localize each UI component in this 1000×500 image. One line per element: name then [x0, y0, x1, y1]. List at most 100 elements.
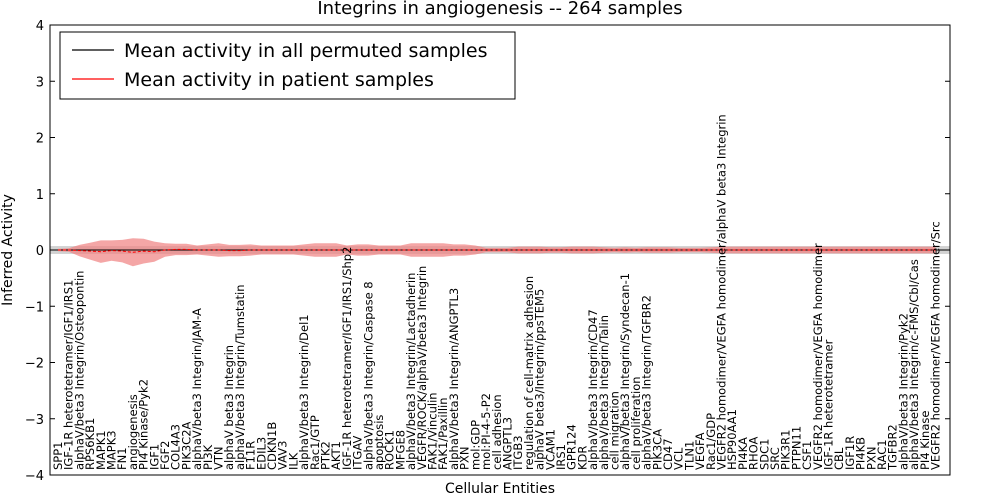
- entity-label: mol:GDP: [468, 420, 482, 470]
- entity-label: EDIL3: [254, 437, 268, 470]
- entity-label: RAC1: [875, 439, 889, 470]
- entity-label: cell adhesion: [490, 394, 504, 470]
- entity-label: angiogenesis: [126, 394, 140, 470]
- entity-label: IGF1R: [843, 436, 857, 470]
- entity-label: alphaV/beta3 Integrin/Tumstatin: [233, 285, 247, 470]
- y-tick-label: 1: [36, 188, 44, 203]
- legend-label-permuted: Mean activity in all permuted samples: [124, 40, 487, 62]
- entity-label: regulation of cell-matrix adhesion: [522, 276, 536, 470]
- entity-label: IGF1: [147, 444, 161, 470]
- entity-label: CBL: [832, 447, 846, 470]
- entity-label: PI3K: [201, 444, 215, 470]
- entity-label: PIK3CA: [650, 429, 664, 470]
- entity-label: alphaV/beta3 Integrin/Osteopontin: [72, 271, 86, 470]
- entity-label: PXN: [864, 447, 878, 470]
- entity-label: alphaV/beta3 Integrin/TGFBR2: [640, 295, 654, 470]
- entity-label: ITGB3: [511, 435, 525, 470]
- y-tick-label: −2: [25, 357, 44, 372]
- entity-label: PIK3C2A: [179, 421, 193, 470]
- entity-label: alphaV/beta3 Integrin/Del1: [297, 314, 311, 470]
- entity-label: alphaV/beta3 Integrin/Pyk2: [896, 313, 910, 470]
- entity-label: ANGPTL3: [501, 417, 515, 470]
- entity-label: PI4 Kinase: [918, 411, 932, 470]
- entity-label: alphaV/beta3 Integrin/Talin: [597, 315, 611, 470]
- legend-box: [59, 31, 516, 100]
- entity-label: VCAM1: [543, 429, 557, 470]
- entity-label: MAPK1: [94, 430, 108, 470]
- entity-label: ROCK1: [383, 430, 397, 470]
- entity-label: MFGE8: [393, 430, 407, 470]
- entity-label: FGF2: [158, 441, 172, 470]
- entity-label: PI4 Kinase/Pyk2: [137, 379, 151, 470]
- y-tick-label: −1: [25, 300, 44, 315]
- patient-mean-line: [58, 248, 936, 253]
- entity-label: CSF1: [800, 441, 814, 470]
- entity-label: KDR: [575, 446, 589, 470]
- y-tick-label: 4: [36, 19, 44, 34]
- entity-label: CDKN1B: [265, 422, 279, 470]
- entity-label: alphaV beta3/Integrin/ppsTEM5: [533, 289, 547, 470]
- entity-label: ITGAV: [351, 436, 365, 470]
- entity-label: PXN: [458, 447, 472, 470]
- entity-label: VEGFR2 homodimer/VEGFA homodimer/Src: [929, 221, 943, 470]
- entity-label: IGF-1R heterotetramer/IGF1/IRS1/Shp2: [340, 247, 354, 470]
- entity-label: VEGFR2 homodimer/VEGFA homodimer: [811, 243, 825, 470]
- chart-title: Integrins in angiogenesis -- 264 samples: [317, 0, 682, 19]
- entity-label: ILK: [286, 452, 300, 470]
- entity-label: FAK1/Vinculin: [426, 392, 440, 470]
- entity-label: VEGFR/ROCK/alphaV/beta3 Integrin: [415, 266, 429, 470]
- entity-label: alphaV/beta3 Integrin/ANGPTL3: [447, 288, 461, 470]
- entity-label: VAV3: [276, 441, 290, 470]
- y-tick-label: −3: [25, 413, 44, 428]
- entity-label: PI4KB: [854, 437, 868, 470]
- entity-label: FAK1/Paxillin: [436, 398, 450, 471]
- entity-label: RHOA: [747, 437, 761, 470]
- entity-label: alphaV/beta3 Integrin/CD47: [586, 309, 600, 470]
- entity-label: COL4A3: [169, 424, 183, 470]
- legend-label-patient: Mean activity in patient samples: [124, 69, 434, 91]
- entity-label: IGF-1R heterotetramer/IGF1/IRS1: [62, 280, 76, 470]
- y-axis-title: Inferred Activity: [0, 194, 16, 306]
- entity-label: VEGFR2 homodimer/VEGFA homodimer/alphaV …: [715, 114, 729, 470]
- y-tick-label: 2: [36, 132, 44, 147]
- entity-label: TGFBR2: [886, 424, 900, 471]
- entity-label: CD47: [661, 438, 675, 470]
- entity-label: mol:PI-4-5-P2: [479, 393, 493, 470]
- entity-label: PTK2: [319, 441, 333, 470]
- entity-label: alphaV/beta3 Integrin/Caspase 8: [361, 281, 375, 470]
- entity-label: FN1: [115, 447, 129, 470]
- patient-band: [58, 238, 936, 267]
- entity-label: PI4KA: [736, 437, 750, 470]
- entity-label: alphaV beta3 Integrin: [222, 345, 236, 470]
- entity-label: VCL: [672, 447, 686, 470]
- entity-label: Rac1/GDP: [704, 413, 718, 470]
- entity-label: Rac1/GTP: [308, 415, 322, 470]
- entity-label: apoptosis: [372, 415, 386, 470]
- lines-layer: [50, 248, 950, 253]
- entity-label: PIK3R1: [779, 430, 793, 471]
- entity-label: PTPN11: [789, 426, 803, 470]
- entity-label: IGF-1R heterotetramer: [822, 339, 836, 470]
- entity-label: cell proliferation: [629, 376, 643, 470]
- y-tick-label: −4: [25, 469, 44, 484]
- entity-label: SDC1: [757, 438, 771, 470]
- entity-label: alphaV/beta3 Integrin/JAM-A: [190, 308, 204, 470]
- entity-label: alphaV/beta3 Integrin/Syndecan-1: [618, 273, 632, 470]
- entity-label: alphaV/beta3 Integrin/Lactadherin: [404, 273, 418, 470]
- entity-label: VEGFA: [693, 432, 707, 470]
- entity-label: VTN: [212, 447, 226, 471]
- entity-label: HSP90AA1: [725, 409, 739, 470]
- entity-label: F11R: [244, 441, 258, 470]
- y-tick-label: 0: [36, 244, 44, 259]
- entity-label: MAPK3: [105, 430, 119, 470]
- entity-label: SPP1: [51, 442, 65, 471]
- entity-label: TLN1: [682, 441, 696, 471]
- x-axis-title: Cellular Entities: [445, 481, 555, 497]
- entity-label: alphaV/beta3 Integrin/c-FMS/Cbl/Cas: [907, 259, 921, 470]
- entity-label: SRC: [768, 447, 782, 470]
- legend: Mean activity in all permuted samples Me…: [59, 31, 516, 100]
- y-axis: 4 3 2 1 0 −1 −2 −3 −4: [25, 19, 950, 484]
